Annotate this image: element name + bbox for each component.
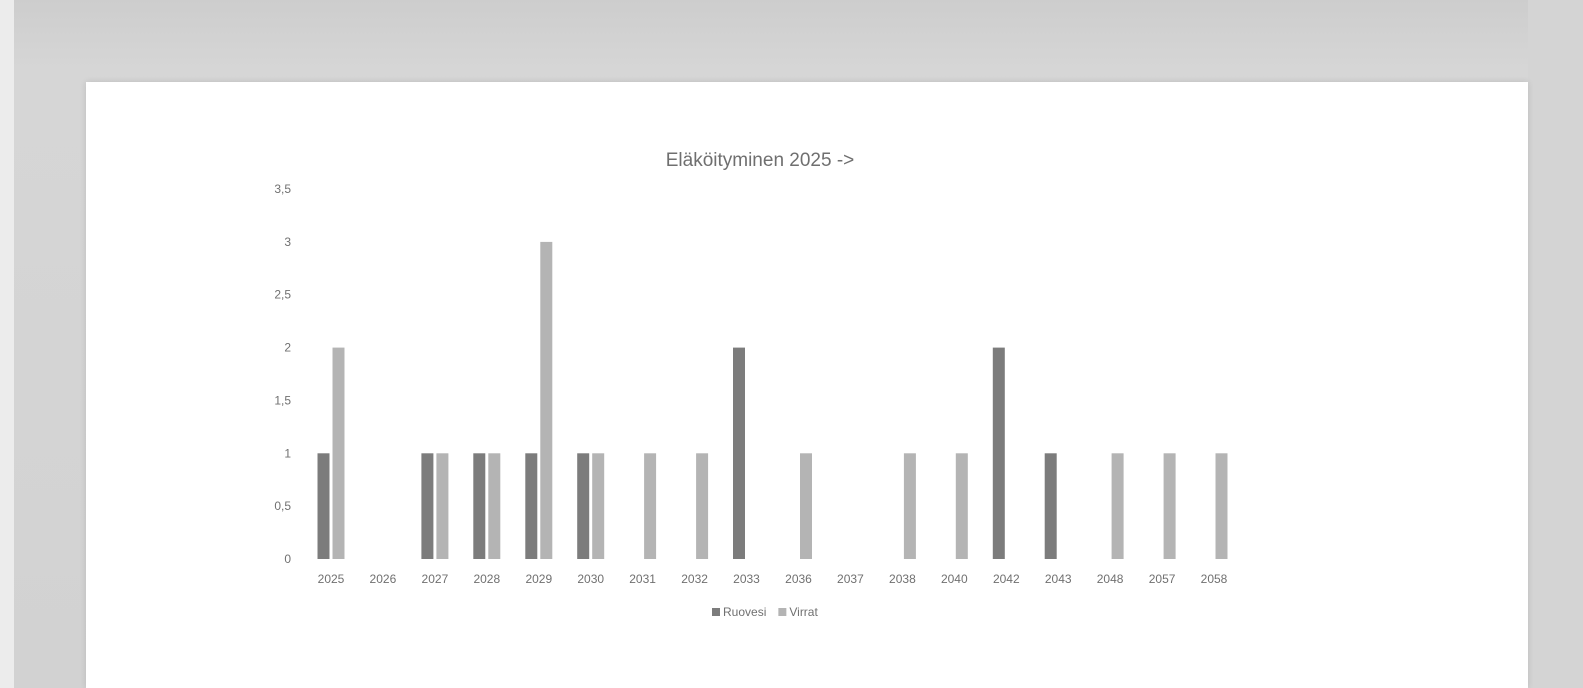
x-tick-label: 2037 <box>837 572 864 586</box>
x-tick-label: 2048 <box>1097 572 1124 586</box>
bar-virrat-2030 <box>592 453 605 559</box>
x-tick-label: 2036 <box>785 572 812 586</box>
y-tick-label: 1,5 <box>274 393 291 407</box>
bar-ruovesi-2033 <box>733 347 745 559</box>
x-tick-label: 2040 <box>941 572 968 586</box>
paper-sheet <box>86 82 1528 688</box>
y-tick-label: 2 <box>284 341 291 355</box>
bar-ruovesi-2029 <box>525 453 538 559</box>
bar-virrat-2057 <box>1163 453 1176 559</box>
y-tick-label: 0 <box>284 552 291 566</box>
x-tick-label: 2030 <box>577 572 604 586</box>
bar-ruovesi-2025 <box>317 453 330 559</box>
bar-virrat-2025 <box>332 347 345 559</box>
scan-edge-left <box>0 0 14 688</box>
x-tick-label: 2031 <box>629 572 656 586</box>
x-tick-label: 2032 <box>681 572 708 586</box>
bar-virrat-2032 <box>696 453 709 559</box>
bar-virrat-2028 <box>488 453 501 559</box>
legend: Ruovesi Virrat <box>712 605 818 619</box>
bar-ruovesi-2043 <box>1044 453 1057 559</box>
x-tick-label: 2042 <box>993 572 1020 586</box>
legend-swatch-ruovesi <box>712 608 720 616</box>
scan-edge-right <box>1528 0 1583 688</box>
x-tick-label: 2025 <box>318 572 345 586</box>
x-tick-label: 2029 <box>525 572 552 586</box>
bar-virrat-2038 <box>903 453 916 559</box>
x-tick-label: 2043 <box>1045 572 1072 586</box>
y-tick-label: 3 <box>284 235 291 249</box>
y-tick-label: 0,5 <box>274 499 291 513</box>
x-tick-label: 2027 <box>422 572 449 586</box>
legend-swatch-virrat <box>778 608 787 616</box>
y-axis: 0 0,5 1 1,5 2 2,5 3 3,5 <box>274 182 291 566</box>
legend-label-ruovesi: Ruovesi <box>723 605 766 619</box>
x-tick-label: 2038 <box>889 572 916 586</box>
x-axis: 2025 2026 2027 2028 2029 2030 2031 2032 2033 2036… <box>318 572 1228 586</box>
bar-virrat-2031 <box>644 453 657 559</box>
x-tick-label: 2058 <box>1201 572 1228 586</box>
chart-title: Eläköityminen 2025 -> <box>666 150 855 171</box>
bar-virrat-2040 <box>955 453 968 559</box>
bar-virrat-2029 <box>540 241 553 559</box>
bar-virrat-2036 <box>800 453 812 559</box>
bar-ruovesi-2028 <box>473 453 486 559</box>
x-tick-label: 2028 <box>473 572 500 586</box>
bar-ruovesi-2042 <box>992 347 1005 559</box>
bar-ruovesi-2030 <box>577 453 590 559</box>
bar-ruovesi-2027 <box>421 453 434 559</box>
x-tick-label: 2026 <box>370 572 397 586</box>
x-tick-label: 2033 <box>733 572 760 586</box>
bar-virrat-2058 <box>1215 453 1228 559</box>
y-tick-label: 2,5 <box>274 288 291 302</box>
bar-virrat-2027 <box>436 453 449 559</box>
x-tick-label: 2057 <box>1149 572 1176 586</box>
bars <box>317 241 1228 559</box>
legend-label-virrat: Virrat <box>789 605 818 619</box>
y-tick-label: 3,5 <box>274 182 291 196</box>
y-tick-label: 1 <box>284 446 291 460</box>
bar-virrat-2048 <box>1111 453 1124 559</box>
